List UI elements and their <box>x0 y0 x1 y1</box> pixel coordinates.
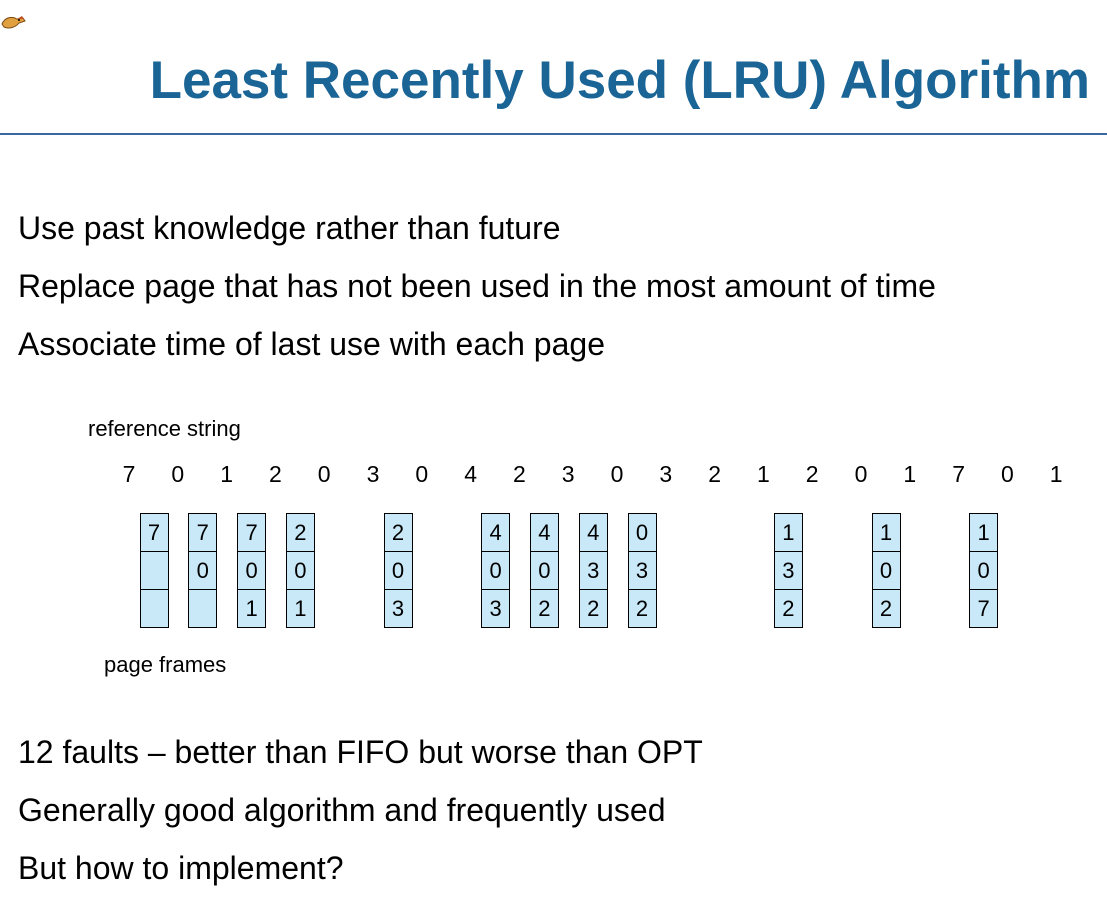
frame-cell: 0 <box>238 552 266 590</box>
reference-number: 2 <box>708 461 721 487</box>
frame-cell: 0 <box>628 514 656 552</box>
frame-cell: 3 <box>628 552 656 590</box>
frame-cell: 0 <box>970 552 998 590</box>
frame-cell: 2 <box>530 590 558 628</box>
reference-number: 3 <box>659 461 673 487</box>
reference-number: 1 <box>1049 461 1063 487</box>
page-frames-label: page frames <box>104 652 227 677</box>
reference-number: 2 <box>805 461 819 487</box>
bullet-item: 12 faults – better than FIFO but worse t… <box>18 734 703 770</box>
frame-cell: 7 <box>970 590 998 628</box>
reference-number: 7 <box>952 461 965 487</box>
bullet-item: But how to implement? <box>18 850 344 886</box>
reference-number: 0 <box>854 461 868 487</box>
reference-number: 2 <box>512 461 526 487</box>
frame-cell: 2 <box>579 590 607 628</box>
frame-cell: 1 <box>970 514 998 552</box>
reference-number: 0 <box>171 461 185 487</box>
frame-cell: 0 <box>189 552 217 590</box>
reference-number: 3 <box>366 461 380 487</box>
bullet-item: Associate time of last use with each pag… <box>18 326 605 362</box>
frame-cell: 0 <box>530 552 558 590</box>
frame-cell: 1 <box>286 590 314 628</box>
frame-cell <box>140 590 168 628</box>
reference-number: 2 <box>268 461 282 487</box>
bullet-item: Use past knowledge rather than future <box>18 210 561 246</box>
title-divider <box>0 133 1107 135</box>
frame-cell: 3 <box>774 552 802 590</box>
frame-column: 7 <box>139 513 169 628</box>
frame-cell: 7 <box>189 514 217 552</box>
frame-cell <box>140 552 168 590</box>
frame-cell: 1 <box>872 514 900 552</box>
bullet-list-bottom: 12 faults – better than FIFO but worse t… <box>18 734 703 908</box>
reference-number: 1 <box>756 461 770 487</box>
slide-title: Least Recently Used (LRU) Algorithm <box>149 51 1090 110</box>
bullet-item: Replace page that has not been used in t… <box>18 268 936 304</box>
frame-cell: 4 <box>530 514 558 552</box>
reference-number: 4 <box>464 461 477 487</box>
frame-cell: 2 <box>872 590 900 628</box>
frame-cell: 2 <box>774 590 802 628</box>
frame-cell: 3 <box>579 552 607 590</box>
frame-cell: 3 <box>482 590 510 628</box>
frame-cell: 7 <box>238 514 266 552</box>
reference-number: 3 <box>561 461 575 487</box>
reference-number: 7 <box>122 461 136 487</box>
bullet-list-top: Use past knowledge rather than future Re… <box>18 210 936 384</box>
frame-cell: 0 <box>872 552 900 590</box>
frame-cell: 0 <box>384 552 412 590</box>
frame-cell: 3 <box>384 590 412 628</box>
frame-cell: 7 <box>140 514 168 552</box>
dinosaur-icon <box>1 16 26 29</box>
reference-number: 0 <box>415 461 429 487</box>
frame-cell: 2 <box>286 514 314 552</box>
frame-cell: 1 <box>774 514 802 552</box>
reference-number: 0 <box>317 461 331 487</box>
frame-cell <box>189 590 217 628</box>
frame-cell: 1 <box>238 590 266 628</box>
reference-number: 0 <box>1000 461 1014 487</box>
reference-number: 0 <box>610 461 624 487</box>
reference-number: 1 <box>220 461 233 487</box>
reference-number: 1 <box>903 461 917 487</box>
reference-string: 7 0 1 2 0 3 0 4 2 3 0 3 2 1 2 0 1 7 0 1 <box>0 459 1107 489</box>
bullet-item: Generally good algorithm and frequently … <box>18 792 666 828</box>
frame-cell: 4 <box>482 514 510 552</box>
frame-cell: 4 <box>579 514 607 552</box>
frame-cell: 0 <box>286 552 314 590</box>
frame-cell: 0 <box>482 552 510 590</box>
frame-cell: 2 <box>384 514 412 552</box>
frame-cell: 2 <box>628 590 656 628</box>
reference-string-label: reference string <box>88 416 241 441</box>
